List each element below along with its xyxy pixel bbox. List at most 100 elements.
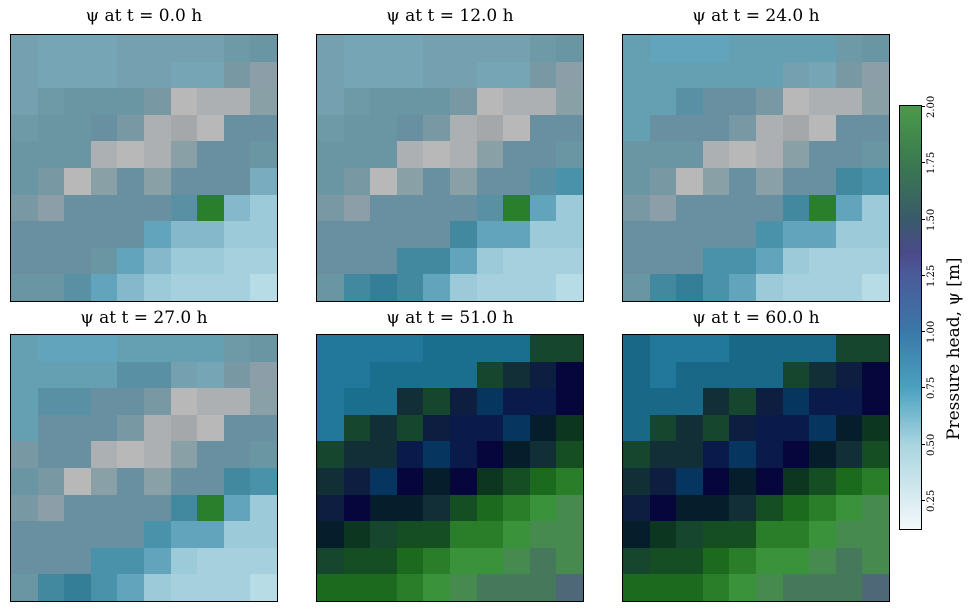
heatmap-cell bbox=[250, 61, 277, 89]
heatmap-cell bbox=[250, 194, 277, 222]
heatmap-cell bbox=[90, 35, 118, 62]
heatmap-cell bbox=[37, 414, 65, 442]
heatmap-cell bbox=[729, 141, 756, 168]
colorbar-tick-label: 1.00 bbox=[926, 320, 937, 343]
heatmap-cell bbox=[529, 494, 557, 522]
heatmap-cell bbox=[556, 88, 583, 115]
heatmap-cell bbox=[37, 274, 65, 301]
heatmap-cell bbox=[11, 141, 38, 168]
heatmap-cell bbox=[317, 494, 344, 522]
heatmap-cell bbox=[476, 274, 504, 301]
heatmap-cell bbox=[623, 88, 650, 115]
heatmap-cell bbox=[623, 35, 650, 62]
heatmap-cell bbox=[396, 414, 424, 442]
heatmap-cell bbox=[396, 388, 424, 415]
heatmap-cell bbox=[729, 574, 756, 601]
heatmap-cell bbox=[649, 441, 677, 468]
heatmap-cell bbox=[782, 274, 810, 301]
heatmap-cell bbox=[423, 494, 450, 522]
heatmap-cell bbox=[450, 414, 477, 442]
heatmap-cell bbox=[476, 221, 504, 248]
heatmap-cell bbox=[450, 521, 477, 548]
heatmap-cell bbox=[117, 494, 144, 522]
heatmap-cell bbox=[729, 468, 756, 495]
heatmap-cell bbox=[423, 468, 450, 495]
heatmap-cell bbox=[64, 168, 91, 195]
heatmap-cell bbox=[529, 88, 557, 115]
heatmap-cell bbox=[476, 361, 504, 389]
heatmap-panel bbox=[10, 334, 278, 602]
heatmap-cell bbox=[370, 221, 397, 248]
heatmap-cell bbox=[782, 35, 810, 62]
heatmap-cell bbox=[529, 388, 557, 415]
heatmap-cell bbox=[64, 61, 91, 89]
heatmap-cell bbox=[702, 494, 730, 522]
heatmap-cell bbox=[649, 194, 677, 222]
heatmap-cell bbox=[423, 274, 450, 301]
heatmap-cell bbox=[702, 221, 730, 248]
heatmap-cell bbox=[170, 141, 198, 168]
heatmap-cell bbox=[197, 547, 224, 575]
heatmap-cell bbox=[450, 441, 477, 468]
heatmap-cell bbox=[756, 274, 783, 301]
heatmap-cell bbox=[223, 114, 251, 142]
heatmap-cell bbox=[450, 335, 477, 362]
heatmap-cell bbox=[250, 574, 277, 601]
heatmap-cell bbox=[64, 574, 91, 601]
heatmap-cell bbox=[756, 247, 783, 275]
heatmap-cell bbox=[37, 194, 65, 222]
heatmap-cell bbox=[223, 521, 251, 548]
heatmap-cell bbox=[197, 168, 224, 195]
heatmap-cell bbox=[144, 547, 171, 575]
colorbar-tick bbox=[921, 443, 925, 445]
heatmap-cell bbox=[343, 335, 371, 362]
heatmap-cell bbox=[809, 247, 836, 275]
heatmap-cell bbox=[64, 194, 91, 222]
heatmap-cell bbox=[170, 414, 198, 442]
heatmap-cell bbox=[423, 521, 450, 548]
heatmap-cell bbox=[556, 35, 583, 62]
heatmap-cell bbox=[556, 194, 583, 222]
heatmap-cell bbox=[623, 441, 650, 468]
heatmap-cell bbox=[223, 274, 251, 301]
colorbar bbox=[899, 105, 922, 530]
heatmap-cell bbox=[503, 468, 530, 495]
heatmap-cell bbox=[649, 168, 677, 195]
heatmap-cell bbox=[144, 388, 171, 415]
heatmap-cell bbox=[782, 194, 810, 222]
heatmap-cell bbox=[423, 221, 450, 248]
heatmap-cell bbox=[556, 468, 583, 495]
heatmap-cell bbox=[835, 414, 863, 442]
heatmap-cell bbox=[197, 194, 224, 222]
heatmap-cell bbox=[370, 574, 397, 601]
heatmap-cell bbox=[343, 61, 371, 89]
heatmap-cell bbox=[782, 335, 810, 362]
heatmap-cell bbox=[37, 88, 65, 115]
heatmap-cell bbox=[64, 35, 91, 62]
heatmap-cell bbox=[90, 61, 118, 89]
colorbar-tick-label: 0.75 bbox=[926, 376, 937, 400]
heatmap-cell bbox=[117, 521, 144, 548]
heatmap-cell bbox=[702, 468, 730, 495]
heatmap-cell bbox=[529, 194, 557, 222]
heatmap-cell bbox=[343, 274, 371, 301]
heatmap-cell bbox=[370, 61, 397, 89]
heatmap-cell bbox=[117, 361, 144, 389]
heatmap-cell bbox=[782, 521, 810, 548]
heatmap-cell bbox=[809, 494, 836, 522]
heatmap-cell bbox=[862, 441, 889, 468]
heatmap-cell bbox=[835, 441, 863, 468]
heatmap-cell bbox=[756, 414, 783, 442]
heatmap-cell bbox=[250, 414, 277, 442]
heatmap-cell bbox=[782, 468, 810, 495]
heatmap-cell bbox=[503, 521, 530, 548]
heatmap-cell bbox=[197, 335, 224, 362]
heatmap-cell bbox=[503, 574, 530, 601]
heatmap-cell bbox=[835, 141, 863, 168]
heatmap-cell bbox=[423, 574, 450, 601]
heatmap-cell bbox=[729, 441, 756, 468]
heatmap-cell bbox=[117, 114, 144, 142]
heatmap-cell bbox=[37, 494, 65, 522]
heatmap-cell bbox=[117, 88, 144, 115]
heatmap-cell bbox=[782, 114, 810, 142]
